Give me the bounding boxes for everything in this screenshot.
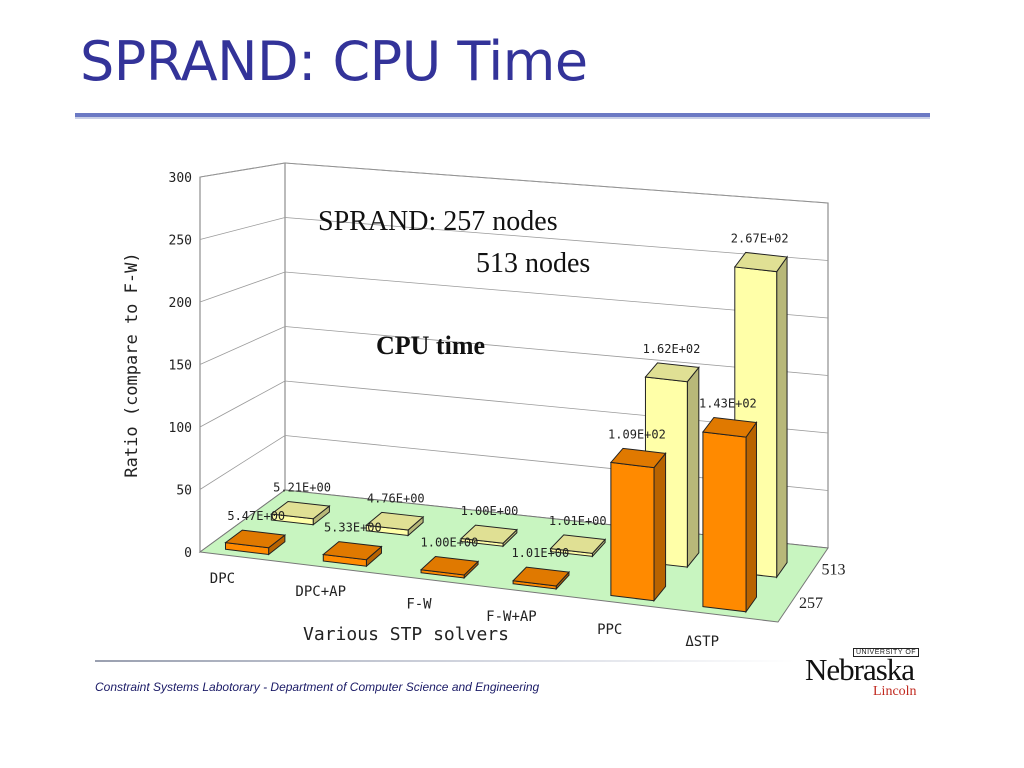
bar-top-face xyxy=(701,416,758,438)
data-label: 5.21E+00 xyxy=(273,481,331,495)
data-label: 1.01E+00 xyxy=(511,546,569,560)
data-label: 5.47E+00 xyxy=(227,509,285,523)
y-tick-label: 50 xyxy=(176,484,192,499)
x-tick-label: F-W xyxy=(406,597,432,613)
data-label: 5.33E+00 xyxy=(324,521,382,535)
y-axis-label: Ratio (compare to F-W) xyxy=(122,252,142,477)
x-tick-label: DPC xyxy=(210,571,235,587)
bar-257-ΔSTP xyxy=(701,416,758,614)
x-tick-label: DPC+AP xyxy=(295,584,346,600)
bar-top-face xyxy=(733,251,788,273)
bar-257-PPC xyxy=(609,447,667,603)
bar-513-DPC+AP xyxy=(365,511,425,537)
bar-257-F-W xyxy=(419,555,480,580)
title-divider xyxy=(75,113,930,119)
y-tick-label: 300 xyxy=(169,171,192,186)
y-tick-label: 150 xyxy=(169,359,192,374)
logo-name: Nebraska xyxy=(805,652,915,687)
footer-divider xyxy=(95,660,795,662)
bar-513-F-W+AP xyxy=(549,534,607,558)
bar-257-DPC xyxy=(224,529,287,556)
data-label: 1.43E+02 xyxy=(699,396,757,410)
legend-text-513: 513 nodes xyxy=(476,248,590,279)
bar-top-face xyxy=(270,500,331,520)
bar-top-face xyxy=(460,524,518,544)
bar-top-face xyxy=(644,362,700,383)
x-tick-label: PPC xyxy=(597,622,622,638)
x-tick-label: F-W+AP xyxy=(486,609,537,625)
bar-side-face xyxy=(745,420,757,614)
bar-top-face xyxy=(512,566,571,587)
chart: 0 50 100 150 200 250 300 DPC DPC+AP F-W F-W+AP PPC… xyxy=(122,162,846,650)
bar-side-face xyxy=(686,366,700,569)
y-tick-label: 100 xyxy=(169,421,192,436)
bar-top-face xyxy=(224,529,287,549)
series-tick-label: 513 xyxy=(822,562,846,579)
series-tick-label: 257 xyxy=(799,595,823,612)
slide-title: SPRAND: CPU Time xyxy=(80,30,588,93)
chart-title: CPU time xyxy=(376,331,485,360)
university-logo: UNIVERSITY OF Nebraska Lincoln xyxy=(805,648,925,700)
y-tick-label: 0 xyxy=(184,546,192,561)
data-label: 1.00E+00 xyxy=(461,504,519,518)
bar-257-DPC+AP xyxy=(322,541,383,568)
logo-campus: Lincoln xyxy=(873,684,917,699)
y-tick-label: 250 xyxy=(169,234,192,249)
chart-floor xyxy=(198,489,829,623)
data-label: 4.76E+00 xyxy=(367,491,425,505)
y-tick-label: 200 xyxy=(169,296,192,311)
bar-front-face xyxy=(610,461,655,602)
gridline xyxy=(199,217,829,261)
data-label: 1.01E+00 xyxy=(549,514,607,528)
bar-top-face xyxy=(322,541,383,561)
bar-side-face xyxy=(776,255,788,579)
data-label: 1.09E+02 xyxy=(608,427,666,441)
bar-top-face xyxy=(419,555,480,576)
data-label: 1.00E+00 xyxy=(421,535,479,549)
gridline xyxy=(199,162,829,204)
legend-text-257: SPRAND: 257 nodes xyxy=(318,206,558,237)
bar-front-face xyxy=(702,431,747,613)
bar-top-face xyxy=(549,534,607,554)
bar-257-F-W+AP xyxy=(512,566,571,591)
data-label: 1.62E+02 xyxy=(643,342,701,356)
gridline xyxy=(199,326,829,376)
footer-text: Constraint Systems Labotorary - Departme… xyxy=(95,680,540,694)
bar-513-F-W xyxy=(460,524,518,548)
x-tick-label: ΔSTP xyxy=(685,634,719,650)
data-label: 2.67E+02 xyxy=(731,231,789,245)
gridline xyxy=(199,271,829,319)
bar-side-face xyxy=(653,451,667,603)
bar-top-face xyxy=(609,447,667,469)
bar-top-face xyxy=(365,511,425,531)
x-axis-label: Various STP solvers xyxy=(303,624,509,645)
logo-university-of: UNIVERSITY OF xyxy=(853,648,920,657)
bar-513-DPC xyxy=(270,500,331,526)
